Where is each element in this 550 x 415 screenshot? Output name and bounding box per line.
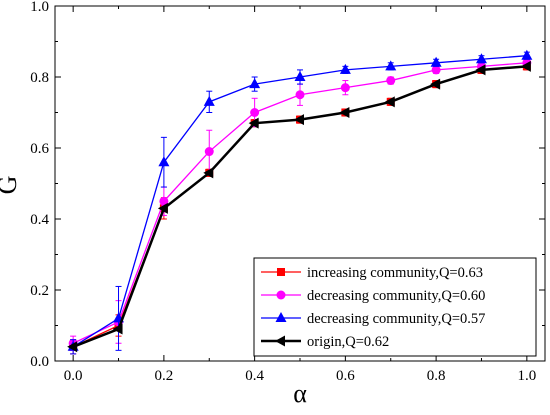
data-point <box>157 202 168 214</box>
data-point <box>385 60 397 71</box>
y-tick-label: 0.0 <box>30 354 49 370</box>
data-point <box>430 78 441 90</box>
x-axis-title: α <box>293 379 307 408</box>
data-point <box>430 56 442 67</box>
data-point <box>431 65 441 75</box>
data-point <box>386 76 396 86</box>
axes: 0.0 0.2 0.4 0.6 0.8 1.0 0.0 0.2 0.4 0.6 0.8 1.0 <box>30 0 545 384</box>
data-point <box>249 78 261 89</box>
legend-marker <box>276 290 286 300</box>
data-point <box>475 53 487 64</box>
data-point <box>520 60 531 72</box>
data-point <box>294 71 306 81</box>
data-point <box>294 114 304 126</box>
x-tick-label: 1.0 <box>517 368 536 384</box>
data-point <box>339 107 350 118</box>
data-point <box>384 96 395 108</box>
series-layer <box>67 49 533 355</box>
legend-marker <box>277 268 285 276</box>
y-tick-label: 0.2 <box>30 283 49 299</box>
legend-label: decreasing community,Q=0.60 <box>307 288 485 304</box>
data-point <box>203 95 215 106</box>
series-4 <box>67 60 531 353</box>
legend: increasing community,Q=0.63 decreasing co… <box>253 257 537 357</box>
data-point <box>158 156 170 167</box>
x-tick-label: 0.4 <box>245 368 264 384</box>
x-tick-label: 0.8 <box>427 368 446 384</box>
y-tick-label: 0.8 <box>30 70 49 86</box>
legend-label: increasing community,Q=0.63 <box>307 265 483 281</box>
legend-marker <box>275 312 287 322</box>
x-tick-label: 0.2 <box>155 368 174 384</box>
legend-box <box>253 257 537 357</box>
data-point <box>521 49 533 60</box>
data-point <box>339 63 351 74</box>
data-point <box>340 83 350 93</box>
data-point <box>295 90 305 100</box>
legend-label: decreasing community,Q=0.57 <box>307 311 485 327</box>
data-point <box>204 147 214 157</box>
data-point <box>203 167 214 179</box>
y-tick-label: 0.4 <box>30 212 49 228</box>
data-point <box>112 323 123 335</box>
data-point <box>248 117 259 129</box>
data-point <box>250 108 260 117</box>
x-tick-label: 0.0 <box>64 368 83 384</box>
y-axis-title: G <box>0 176 22 195</box>
y-tick-label: 1.0 <box>30 0 49 15</box>
legend-label: origin,Q=0.62 <box>307 334 389 350</box>
legend-marker <box>275 335 285 347</box>
x-tick-label: 0.6 <box>336 368 355 384</box>
data-point <box>159 196 169 206</box>
data-point <box>475 64 486 76</box>
y-tick-label: 0.6 <box>30 141 49 157</box>
data-point <box>67 341 78 353</box>
